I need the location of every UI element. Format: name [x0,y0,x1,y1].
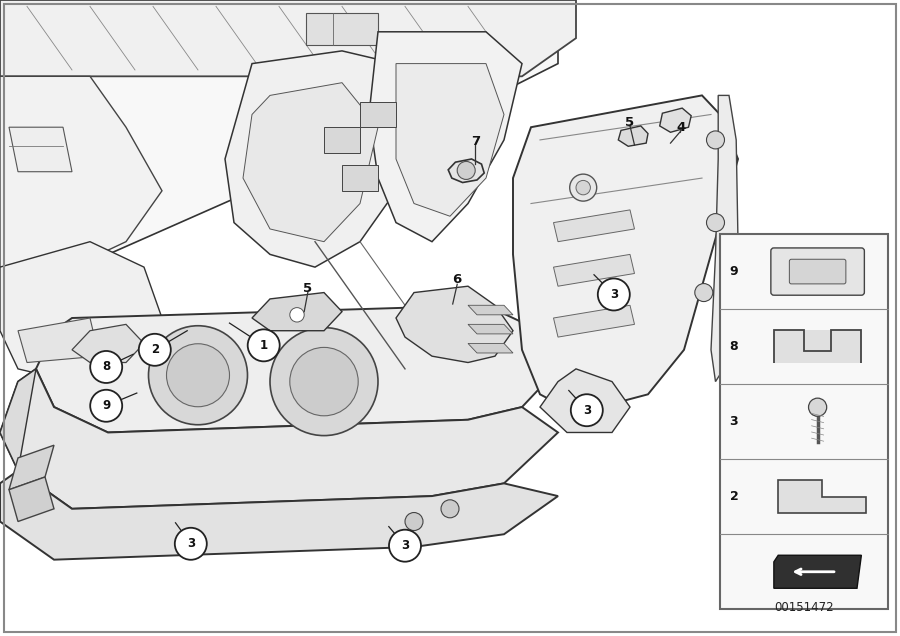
Polygon shape [778,480,866,513]
Polygon shape [72,324,144,363]
Circle shape [175,528,207,560]
Polygon shape [468,305,513,315]
Bar [720,234,888,609]
Polygon shape [554,254,634,286]
Polygon shape [18,318,99,363]
Polygon shape [324,127,360,153]
Polygon shape [243,83,378,242]
Text: 5: 5 [303,282,312,294]
Circle shape [457,162,475,179]
Text: 3: 3 [609,288,618,301]
Polygon shape [554,305,634,337]
Polygon shape [360,102,396,127]
Polygon shape [468,343,513,353]
Polygon shape [513,95,738,413]
Text: 4: 4 [677,121,686,134]
Circle shape [598,279,630,310]
Polygon shape [342,165,378,191]
Text: 8: 8 [102,361,111,373]
Polygon shape [554,210,634,242]
Polygon shape [225,51,414,267]
Polygon shape [36,305,558,432]
Polygon shape [396,64,504,216]
Polygon shape [774,330,861,363]
Circle shape [706,131,724,149]
Polygon shape [0,471,558,560]
Circle shape [695,284,713,301]
Polygon shape [396,286,513,363]
Polygon shape [774,555,861,588]
Text: 00151472: 00151472 [774,601,833,614]
Text: 8: 8 [730,340,738,353]
Text: 3: 3 [400,539,410,552]
Circle shape [570,174,597,201]
Circle shape [389,530,421,562]
Circle shape [90,351,122,383]
Text: 5: 5 [626,116,634,129]
Circle shape [248,329,280,361]
Circle shape [166,343,230,407]
Circle shape [139,334,171,366]
Polygon shape [9,127,72,172]
Circle shape [148,326,248,425]
Text: 1: 1 [259,339,268,352]
Polygon shape [711,95,738,382]
FancyBboxPatch shape [771,248,864,295]
Text: 2: 2 [150,343,159,356]
Circle shape [90,390,122,422]
Polygon shape [0,0,576,76]
Circle shape [808,398,827,417]
Text: 7: 7 [471,135,480,148]
Text: 9: 9 [102,399,111,412]
Circle shape [441,500,459,518]
Text: 3: 3 [186,537,195,550]
Polygon shape [618,126,648,146]
Polygon shape [448,159,484,183]
Polygon shape [369,32,522,242]
Polygon shape [0,32,558,267]
Polygon shape [252,293,342,331]
Text: 2: 2 [730,490,738,503]
Circle shape [290,347,358,416]
Polygon shape [540,369,630,432]
Text: 3: 3 [582,404,591,417]
FancyBboxPatch shape [789,259,846,284]
Polygon shape [0,76,162,267]
Circle shape [576,181,590,195]
Polygon shape [9,477,54,522]
Polygon shape [9,445,54,490]
Polygon shape [306,13,378,45]
Circle shape [290,308,304,322]
Polygon shape [468,324,513,334]
Polygon shape [0,242,162,382]
Text: 3: 3 [730,415,738,428]
Circle shape [571,394,603,426]
Polygon shape [660,108,691,132]
Circle shape [706,214,724,232]
Polygon shape [0,369,558,509]
Circle shape [405,513,423,530]
Text: 6: 6 [453,273,462,286]
Polygon shape [0,369,36,471]
Text: 9: 9 [730,265,738,278]
Circle shape [270,328,378,436]
